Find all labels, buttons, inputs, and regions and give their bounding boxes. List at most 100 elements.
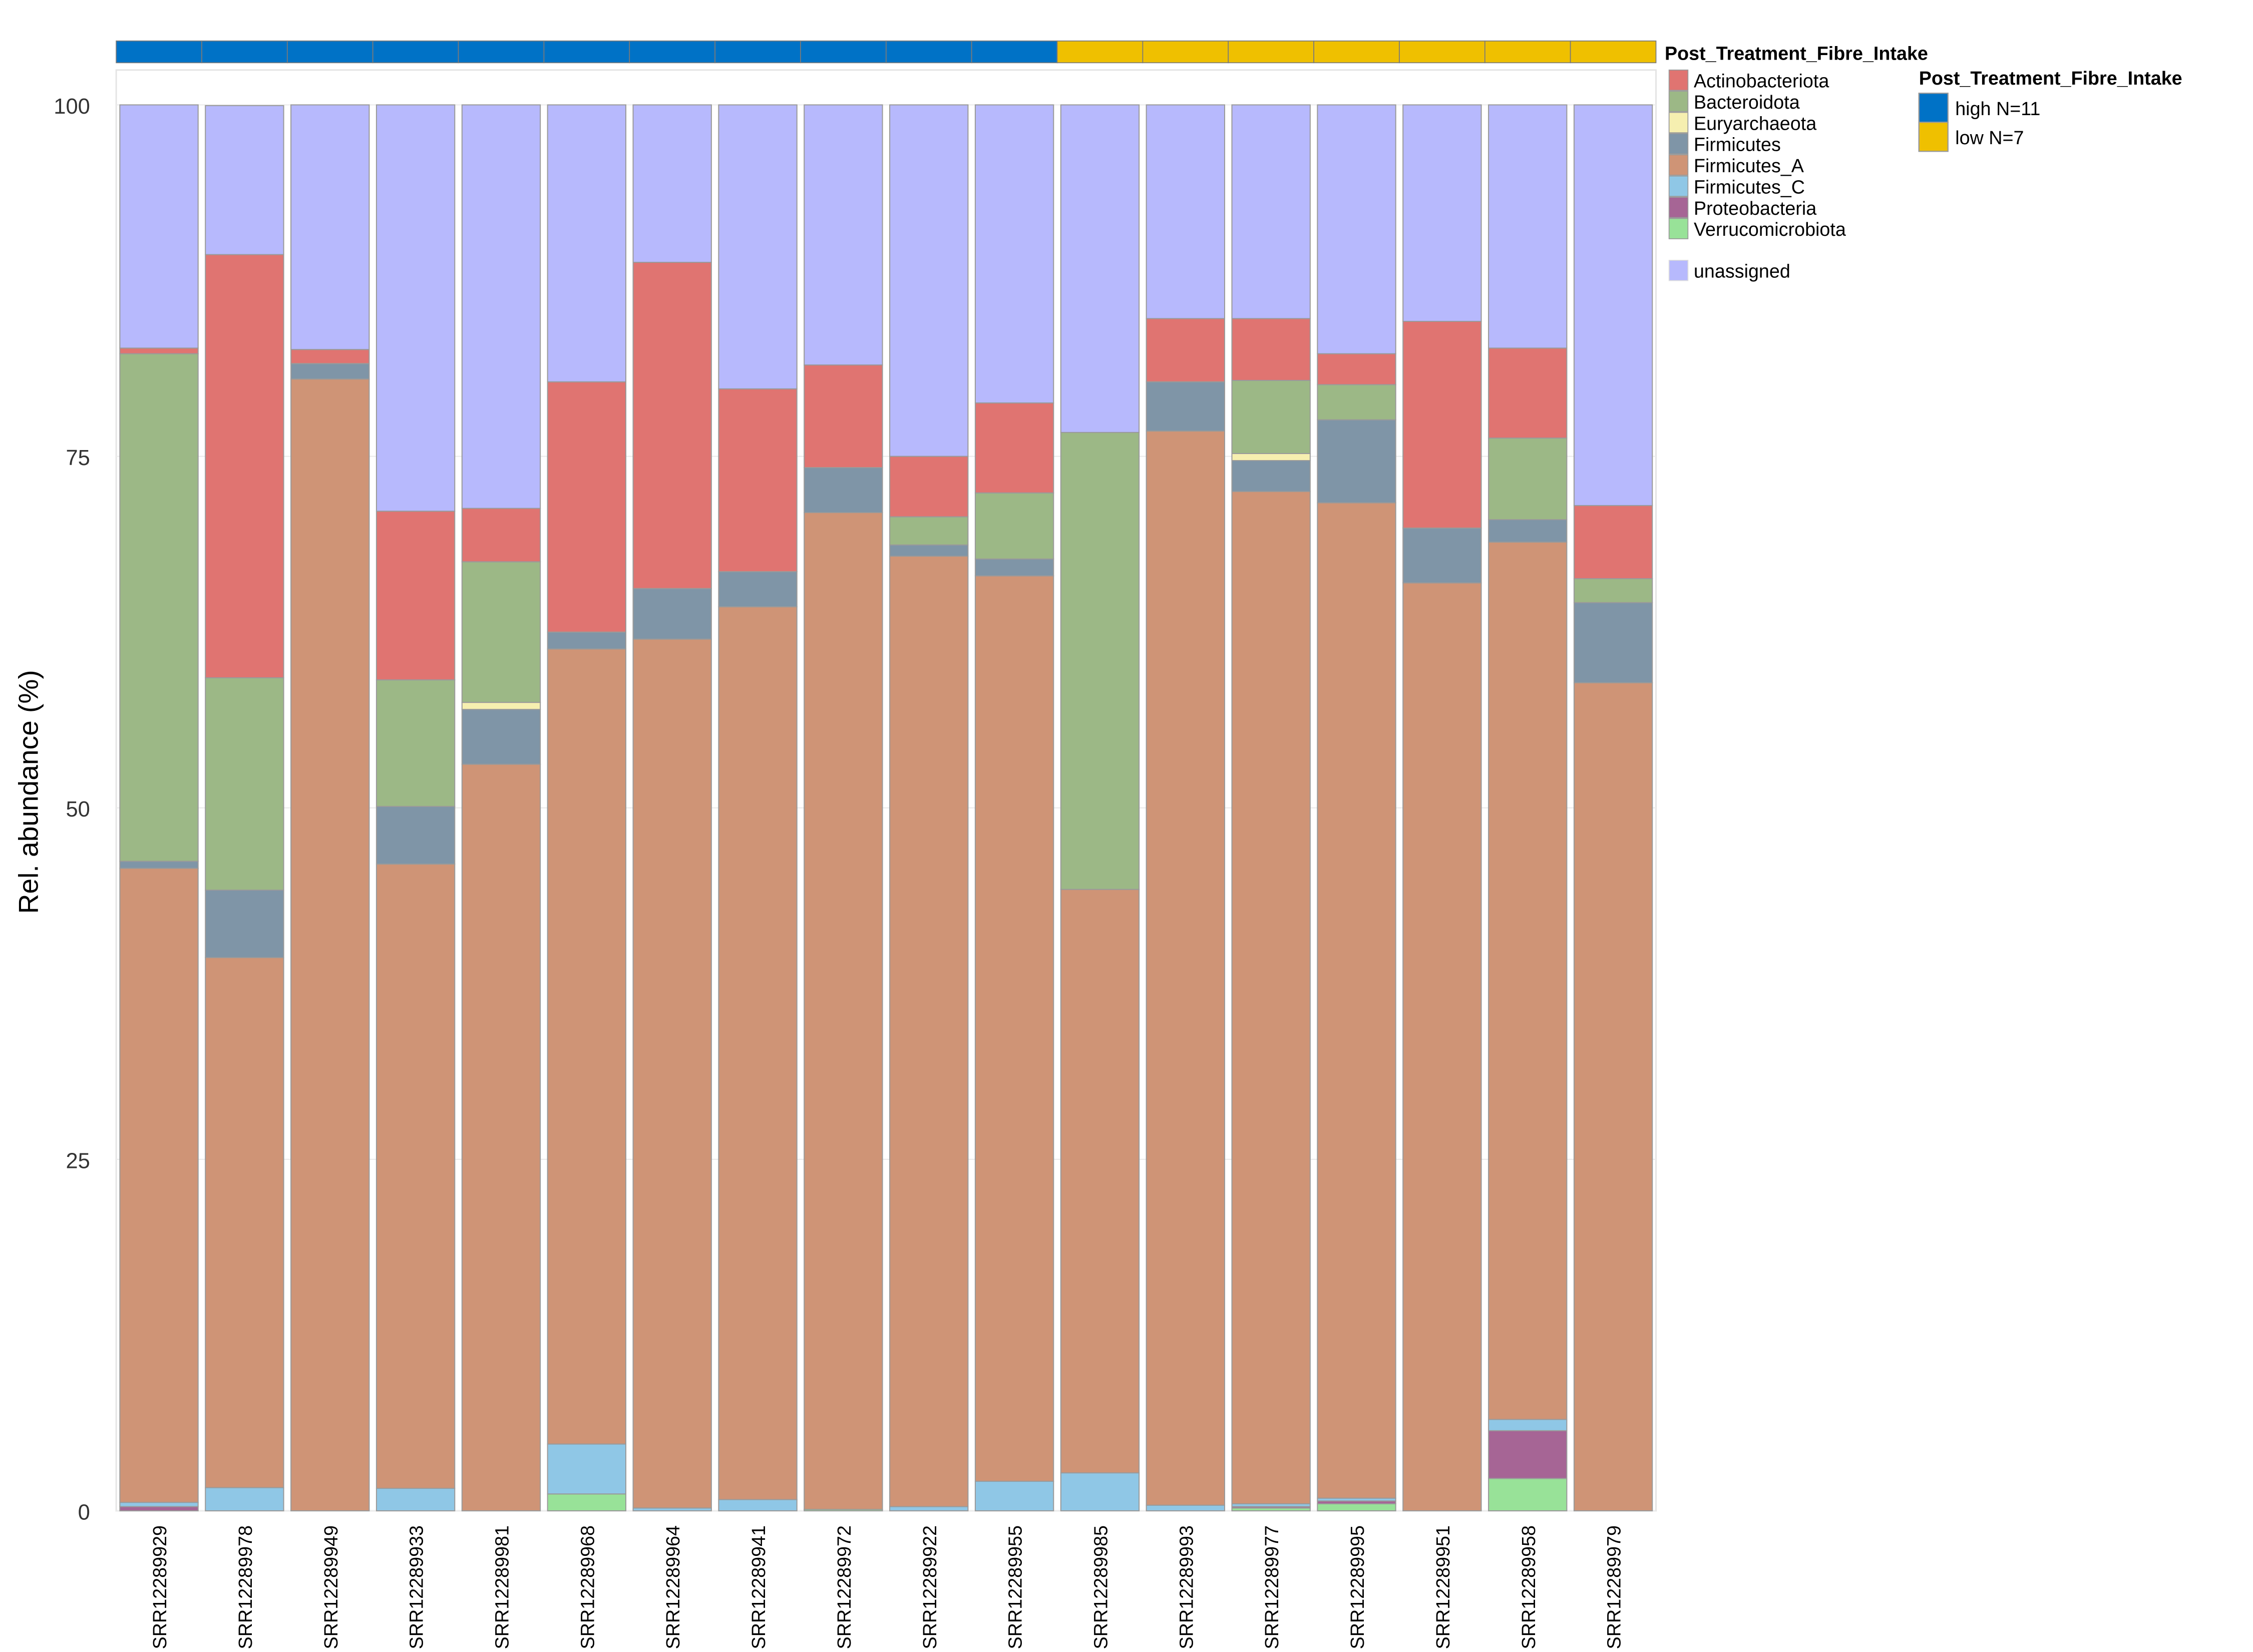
bar-segment-unassigned: [632, 104, 712, 263]
x-tick-label: SRR12289978: [235, 1525, 256, 1649]
group-annotation-cell: [1399, 40, 1485, 64]
bar-segment-unassigned: [547, 104, 627, 382]
bar-segment-proteobacteria: [119, 1506, 199, 1512]
bar-segment-actinobacteriota: [1231, 318, 1311, 381]
legend-label: Proteobacteria: [1694, 198, 1816, 219]
bar-segment-bacteroidota: [205, 677, 284, 891]
bar-segment-actinobacteriota: [1573, 505, 1653, 579]
bar-segment-firmicutes-c: [974, 1480, 1054, 1512]
x-axis: SRR12289929 SRR12289978 SRR12289949 SRR1228…: [149, 1525, 1625, 1649]
bar-segment-firmicutes: [718, 571, 798, 608]
bar-segment-firmicutes-c: [376, 1488, 456, 1512]
x-tick-label: SRR12289955: [1005, 1525, 1026, 1649]
legend-swatch: [1668, 218, 1689, 239]
bar-segment-firmicutes-a: [119, 868, 199, 1503]
group-annotation-cell: [629, 40, 715, 64]
bar-segment-unassigned: [461, 104, 541, 509]
group-legend-label: high N=11: [1955, 98, 2040, 119]
bar-segment-unassigned: [290, 104, 370, 350]
bar-segment-firmicutes-a: [1317, 502, 1396, 1499]
group-legend-swatch: [1918, 122, 1949, 152]
bar-segment-firmicutes-c: [1146, 1504, 1226, 1512]
bar-segment-firmicutes-c: [889, 1506, 969, 1512]
group-annotation-cell: [543, 40, 630, 64]
y-tick-label: 50: [66, 797, 90, 821]
x-tick-label: SRR12289979: [1604, 1525, 1625, 1649]
y-tick-label: 0: [78, 1500, 90, 1524]
bar-segment-firmicutes-a: [804, 512, 883, 1510]
bar-segment-firmicutes: [1488, 519, 1568, 543]
legend-swatch: [1668, 154, 1689, 176]
legend-swatch: [1668, 133, 1689, 155]
bar-segment-firmicutes-a: [547, 648, 627, 1445]
group-legend-swatch: [1918, 93, 1949, 123]
group-annotation-strip: [116, 40, 1657, 64]
group-annotation-cell: [458, 40, 545, 64]
bar-segment-firmicutes: [376, 805, 456, 865]
bar-segment-firmicutes-a: [1231, 491, 1311, 1504]
bar-segment-actinobacteriota: [376, 511, 456, 681]
legend-swatch: [1668, 91, 1689, 112]
bar-segment-firmicutes-a: [290, 378, 370, 1512]
x-tick-label: SRR12289981: [491, 1525, 512, 1649]
legend-label: Actinobacteriota: [1694, 71, 1829, 92]
bar-segment-firmicutes: [290, 363, 370, 380]
legend-swatch: [1668, 112, 1689, 134]
bar-segment-unassigned: [376, 104, 456, 512]
x-tick-label: SRR12289922: [919, 1525, 940, 1649]
bar-segment-actinobacteriota: [1146, 318, 1226, 382]
bar-segment-actinobacteriota: [889, 456, 969, 518]
bar-segment-verrucomicrobiota: [1317, 1503, 1396, 1512]
bar-segment-actinobacteriota: [547, 381, 627, 633]
bar-segment-unassigned: [1146, 104, 1226, 319]
bar-segment-firmicutes-a: [718, 606, 798, 1500]
group-annotation-cell: [971, 40, 1058, 64]
bar-segment-bacteroidota: [119, 353, 199, 862]
bar-segment-firmicutes-a: [974, 575, 1054, 1482]
y-tick-label: 25: [66, 1149, 90, 1173]
legend-label: Euryarchaeota: [1694, 113, 1816, 134]
bar-segment-unassigned: [889, 104, 969, 457]
bar-segment-actinobacteriota: [632, 262, 712, 589]
legend-swatch: [1668, 260, 1689, 281]
x-tick-label: SRR12289933: [406, 1525, 427, 1649]
x-tick-label: SRR12289951: [1432, 1525, 1453, 1649]
bar-segment-firmicutes-a: [1146, 431, 1226, 1506]
bar-segment-bacteroidota: [376, 679, 456, 807]
bar-segment-actinobacteriota: [461, 508, 541, 563]
bar-segment-euryarchaeota: [461, 702, 541, 710]
legend-label: Verrucomicrobiota: [1694, 219, 1846, 240]
bar-segment-firmicutes: [205, 890, 284, 958]
bar-segment-firmicutes-a: [1402, 582, 1482, 1512]
bar-segment-unassigned: [1573, 104, 1653, 506]
bar-segment-firmicutes-a: [1488, 541, 1568, 1420]
bar-segment-firmicutes: [1146, 381, 1226, 432]
legend-label: Bacteroidota: [1694, 92, 1800, 113]
bar-segment-unassigned: [804, 104, 883, 366]
bar-segment-unassigned: [205, 105, 284, 255]
bar-segment-bacteroidota: [1317, 384, 1396, 421]
bar-segment-firmicutes-a: [632, 638, 712, 1509]
bar-segment-actinobacteriota: [205, 254, 284, 678]
bar-segment-unassigned: [974, 104, 1054, 403]
group-annotation-cell: [1313, 40, 1400, 64]
plot-panel: [115, 69, 1657, 1512]
legend-swatch: [1668, 69, 1689, 91]
group-annotation-cell: [1484, 40, 1571, 64]
x-tick-label: SRR12289949: [320, 1525, 341, 1649]
bar-segment-firmicutes-c: [119, 1502, 199, 1507]
bar-segment-bacteroidota: [1488, 438, 1568, 521]
bar-segment-bacteroidota: [1231, 379, 1311, 455]
bar-segment-bacteroidota: [1060, 432, 1140, 890]
group-annotation-cell: [201, 40, 288, 64]
bar-segment-unassigned: [1402, 104, 1482, 322]
y-axis: 0 25 50 75 100: [54, 95, 90, 1525]
bar-segment-firmicutes: [632, 588, 712, 640]
group-annotation-cell: [714, 40, 801, 64]
bar-segment-firmicutes-c: [205, 1487, 284, 1512]
x-tick-label: SRR12289993: [1176, 1525, 1197, 1649]
x-tick-label: SRR12289964: [662, 1525, 683, 1649]
bar-segment-unassigned: [1060, 104, 1140, 433]
legend-label: Firmicutes_C: [1694, 176, 1805, 197]
